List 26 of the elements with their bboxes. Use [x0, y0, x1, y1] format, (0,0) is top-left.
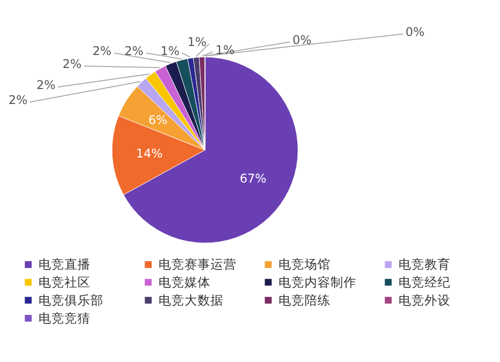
data-label: 1%	[187, 35, 207, 49]
legend-label: 电竞大数据	[158, 292, 224, 308]
data-label: 1%	[160, 44, 180, 58]
data-label: 1%	[215, 43, 235, 57]
data-label: 2%	[62, 57, 82, 71]
legend-label: 电竞场馆	[278, 256, 330, 272]
data-label: 2%	[92, 44, 112, 58]
legend-label: 电竞内容制作	[278, 274, 356, 290]
legend-label: 电竞媒体	[158, 274, 210, 290]
legend-label: 电竞竞猜	[38, 310, 90, 326]
data-label: 2%	[124, 44, 144, 58]
legend-label: 电竞赛事运营	[158, 256, 236, 272]
legend-label: 电竞经纪	[398, 274, 450, 290]
legend-label: 电竞外设	[398, 292, 450, 308]
text: 0%	[405, 25, 425, 39]
legend-label: 电竞教育	[398, 256, 450, 272]
legend-label: 电竞直播	[38, 256, 90, 272]
data-label: 2%	[8, 93, 28, 107]
data-label: 6%	[148, 113, 168, 128]
legend-label: 电竞陪练	[278, 292, 330, 308]
legend-label: 电竞社区	[38, 274, 90, 290]
data-label: 2%	[36, 78, 56, 92]
data-label: 67%	[240, 171, 266, 186]
text: 0%	[292, 33, 312, 47]
data-label: 14%	[136, 146, 163, 161]
legend-label: 电竞俱乐部	[38, 292, 104, 308]
